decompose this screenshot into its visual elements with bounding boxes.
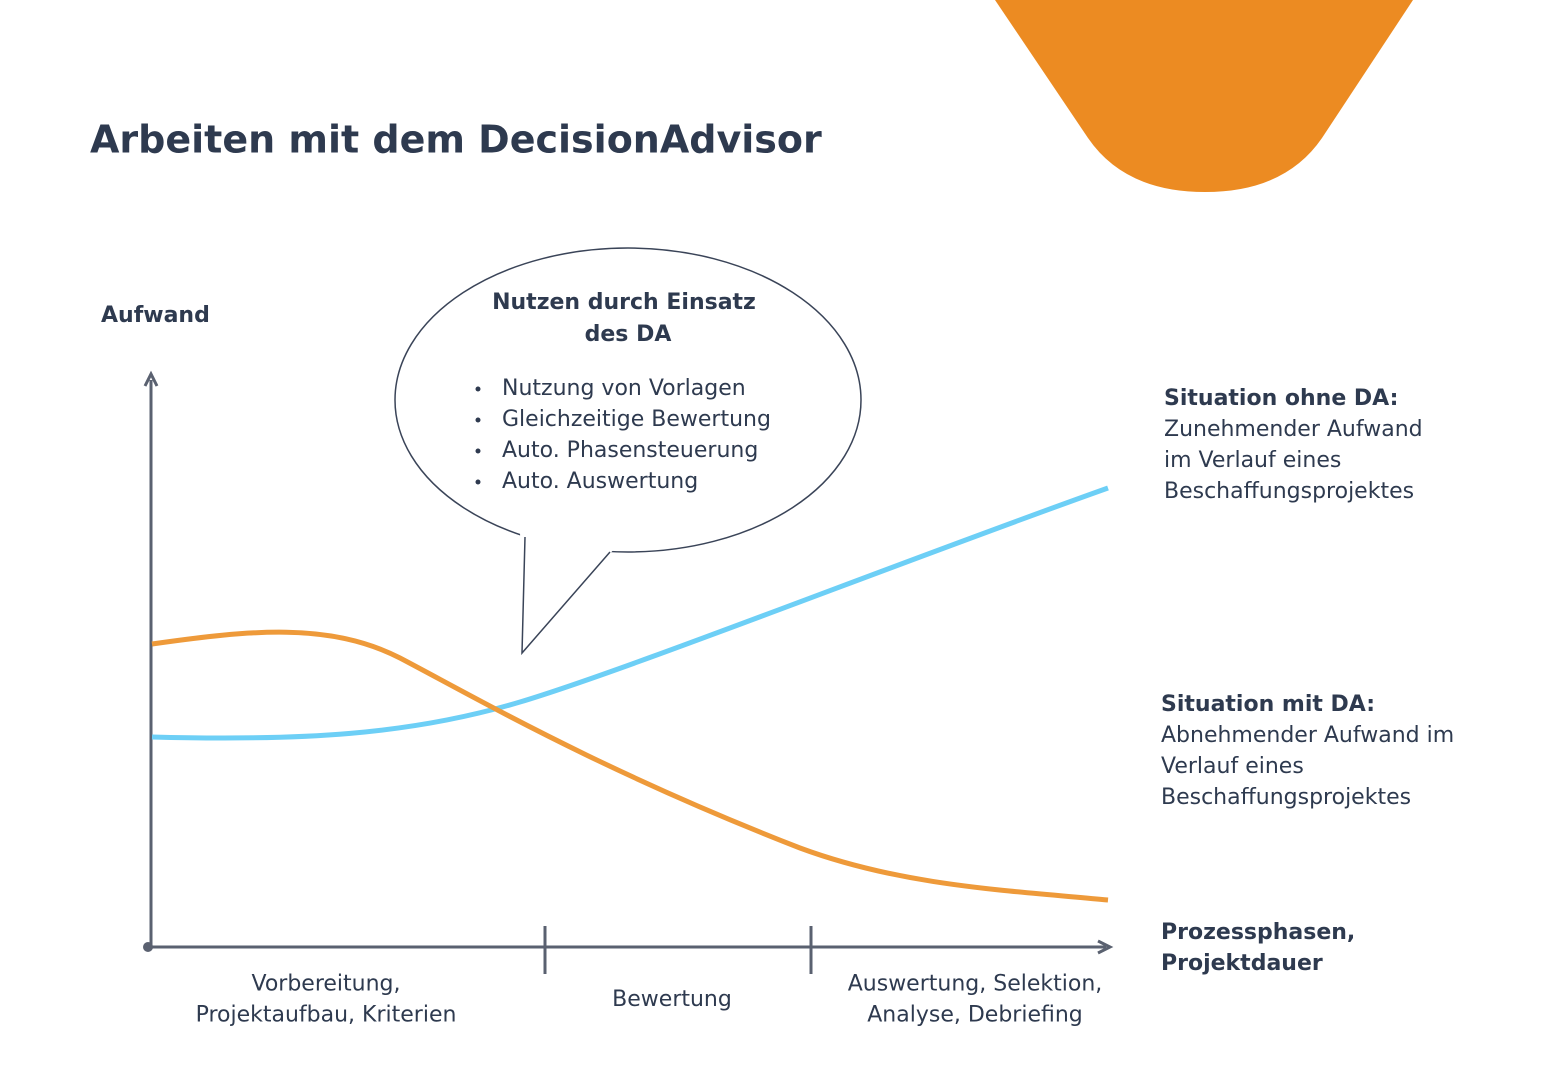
bullet-dot: [475, 386, 481, 392]
title: Arbeiten mit dem DecisionAdvisor: [90, 118, 822, 162]
callout-bullet: Nutzung von Vorlagen: [502, 376, 746, 401]
x-axis-label: Projektdauer: [1161, 951, 1323, 976]
situation-with-line: Verlauf eines: [1161, 754, 1304, 779]
callout-bubble: [394, 247, 862, 553]
phase-label: Vorbereitung,: [251, 972, 400, 997]
curve-without-da: [151, 485, 1109, 741]
situation-with-line: Abnehmender Aufwand im: [1161, 723, 1454, 748]
callout-tail: [521, 536, 611, 656]
situation-without-line: im Verlauf eines: [1164, 448, 1341, 473]
phase-label: Projektaufbau, Kriterien: [196, 1003, 457, 1028]
callout-bullet: Auto. Phasensteuerung: [502, 438, 758, 463]
phase-label: Analyse, Debriefing: [867, 1003, 1083, 1028]
phase-label: Bewertung: [612, 987, 732, 1012]
axes: [143, 370, 1114, 974]
x-axis-label: Prozessphasen,: [1161, 920, 1355, 945]
text-group: Nutzung von Vorlagen Gleichzeitige Bewert…: [196, 376, 1455, 1028]
bullet-dot: [475, 479, 481, 485]
bullet-dot: [475, 448, 481, 454]
callout: Nutzen durch Einsatz des DA: [492, 290, 756, 347]
axis-origin: [143, 942, 153, 952]
decor-shape: [995, 0, 1413, 192]
situation-without-heading: Situation ohne DA:: [1164, 386, 1398, 411]
phase-label: Auswertung, Selektion,: [848, 972, 1103, 997]
situation-without-line: Beschaffungsprojektes: [1164, 479, 1414, 504]
callout-title: Nutzen durch Einsatz: [492, 290, 756, 315]
situation-with-line: Beschaffungsprojektes: [1161, 785, 1411, 810]
callout-bullet: Gleichzeitige Bewertung: [502, 407, 771, 432]
callout-tail-fill: [520, 530, 615, 653]
callout-title: des DA: [585, 322, 672, 347]
situation-with-heading: Situation mit DA:: [1161, 692, 1375, 717]
situation-without-line: Zunehmender Aufwand: [1164, 417, 1423, 442]
callout-bullet: Auto. Auswertung: [502, 469, 698, 494]
curve-with-da: [151, 629, 1109, 903]
bullet-dot: [475, 417, 481, 423]
y-axis-label: Aufwand: [101, 303, 210, 328]
